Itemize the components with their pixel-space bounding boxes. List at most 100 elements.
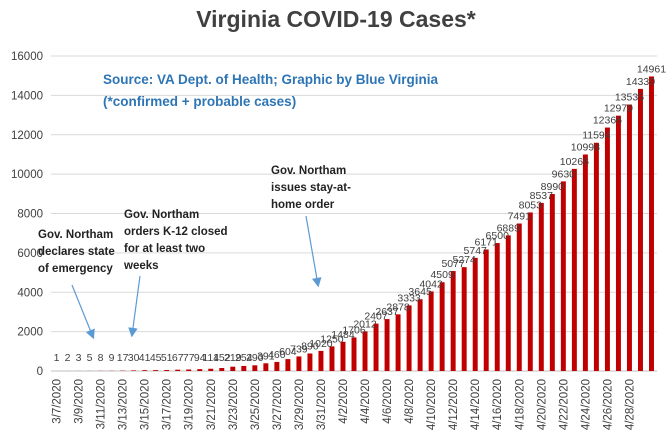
data-label: 890 [301,340,319,352]
x-tick-label: 3/13/2020 [118,379,130,430]
bar [450,271,456,371]
x-tick-label: 3/7/2020 [52,379,64,424]
data-label: 1484 [331,329,355,341]
bar [395,314,401,371]
bar [637,88,643,372]
data-label: 51 [161,352,173,364]
chart-source-annotation: Source: VA Dept. of Health; Graphic by B… [103,69,438,113]
x-tick-label: 3/29/2020 [294,379,306,430]
bar [175,369,181,371]
data-label: 2 [65,352,71,364]
data-label: 6171 [475,237,499,249]
bar [604,127,610,371]
x-tick-label: 3/15/2020 [140,379,152,430]
bar [384,319,390,371]
y-tick-label: 8000 [17,209,43,221]
event-note-stayhome: Gov. Northam issues stay-at-home order [271,163,351,214]
data-label: 17 [117,352,129,364]
bar [483,249,489,371]
data-label: 9630 [552,168,576,180]
bar [472,257,478,371]
data-label: 254 [235,352,253,364]
bar [516,223,522,371]
event-note-line: Gov. Northam [38,229,114,241]
bar [428,291,434,371]
x-tick-label: 3/9/2020 [74,379,86,424]
bar [362,331,368,371]
data-label: 12366 [593,115,622,127]
event-note-line: of emergency [38,263,113,275]
data-label: 41 [139,352,151,364]
x-tick-label: 4/24/2020 [580,379,592,430]
data-label: 10266 [560,156,589,168]
bar [263,363,269,371]
event-note-line: issues stay-at- [271,182,351,194]
source-line: Source: VA Dept. of Health; Graphic by B… [103,72,439,87]
data-label: 67 [172,352,184,364]
x-tick-label: 4/28/2020 [624,379,636,430]
x-tick-label: 4/4/2020 [360,379,372,424]
x-tick-label: 4/6/2020 [382,379,394,424]
x-tick-label: 3/19/2020 [184,379,196,430]
data-label: 739 [290,343,308,355]
data-label: 114 [202,352,219,364]
bar [164,369,170,371]
data-label: 2637 [375,306,399,318]
data-label: 604 [279,346,297,358]
data-label: 11594 [582,130,611,142]
event-note-line: weeks [124,260,159,272]
data-label: 1250 [320,333,344,345]
bar [241,365,247,371]
data-label: 391 [257,350,275,362]
data-label: 5747 [464,245,488,257]
x-tick-label: 4/14/2020 [470,379,482,430]
data-label: 4509 [430,269,454,281]
event-note-line: Gov. Northam [124,209,200,221]
bar [142,370,148,371]
bar [351,337,357,371]
bar [197,369,203,371]
bar [615,115,621,371]
footnote-line: (*confirmed + probable cases) [103,94,297,109]
y-tick-label: 4000 [17,287,43,299]
bar [560,181,566,371]
data-label: 5274 [453,254,477,266]
data-label: 290 [246,352,264,364]
x-tick-label: 4/18/2020 [514,379,526,430]
x-tick-label: 3/11/2020 [96,379,108,429]
bar [373,323,379,371]
event-arrow [71,284,95,340]
x-tick-label: 4/10/2020 [426,379,438,430]
bar [582,154,588,371]
bar [318,350,324,371]
event-note-line: orders K-12 closed [124,226,228,238]
event-note-schools: Gov. Northam orders K-12 closed for at lea… [124,207,228,275]
y-tick-label: 0 [37,366,43,378]
data-label: 10998 [571,141,600,153]
data-label: 152 [213,352,231,364]
data-label: 5 [87,352,93,364]
bar [406,305,412,371]
bar [285,359,291,371]
data-label: 460 [268,349,286,361]
data-label: 3 [76,352,82,364]
data-label: 8053 [519,199,543,211]
x-tick-label: 4/26/2020 [602,379,614,430]
x-tick-label: 4/2/2020 [338,379,350,424]
x-tick-label: 4/22/2020 [558,379,570,430]
bar [230,366,236,371]
data-label: 5077 [441,258,465,270]
bar [153,370,159,371]
event-arrow [305,215,322,288]
y-tick-label: 16000 [11,51,43,63]
bar [131,370,137,371]
bar [649,76,654,371]
x-tick-label: 3/27/2020 [272,379,284,430]
data-label: 6500 [486,230,510,242]
data-label: 6889 [497,222,521,234]
data-label: 8537 [530,190,554,202]
bar [417,299,423,371]
chart-title: Virginia COVID-19 Cases* [196,6,476,32]
